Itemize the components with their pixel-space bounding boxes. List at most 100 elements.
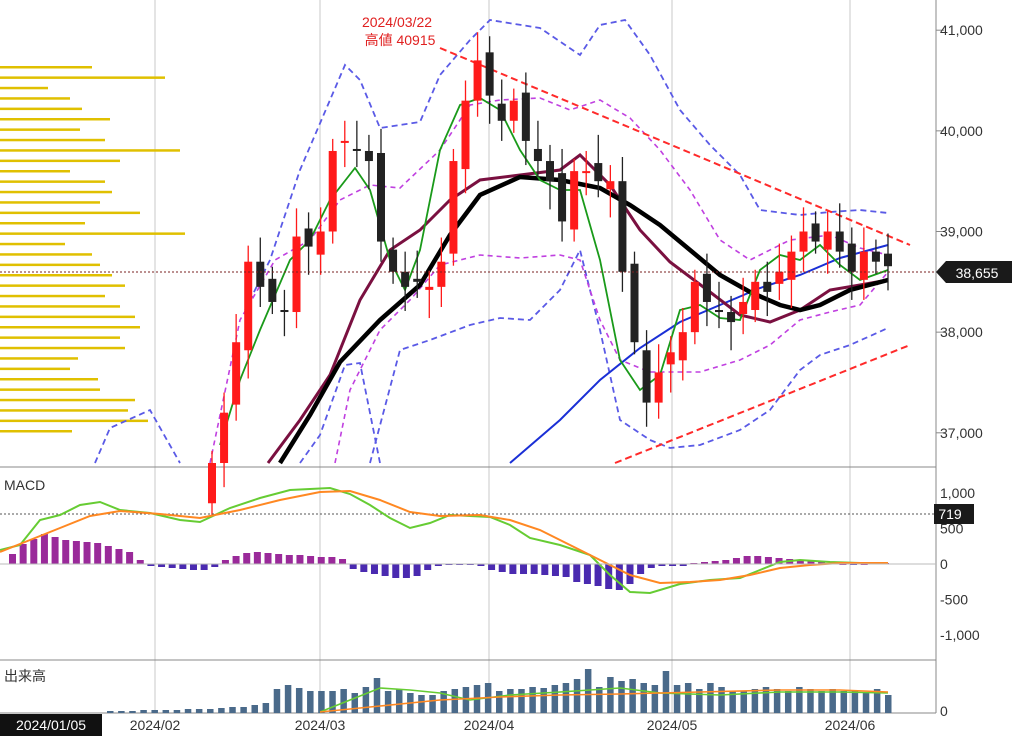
candle-body	[690, 281, 699, 333]
macd-histogram-bar	[583, 564, 591, 584]
macd-histogram-bar	[339, 559, 347, 564]
volume-bar	[129, 711, 136, 713]
volume-bar	[796, 687, 803, 713]
candle-body	[364, 150, 373, 162]
macd-histogram-bar	[796, 560, 804, 564]
candle-body	[449, 161, 458, 254]
candle-body	[727, 312, 736, 323]
volume-profile-bar	[0, 170, 70, 173]
macd-histogram-bar	[807, 561, 815, 564]
macd-histogram-bar	[296, 555, 304, 564]
macd-histogram-bar	[179, 564, 187, 569]
volume-profile-bar	[0, 263, 100, 267]
volume-bar	[651, 685, 659, 713]
macd-y-axis: 1,000 500 0 -500 -1,000	[0, 485, 980, 643]
macd-current-label: 719	[938, 506, 962, 522]
volume-profile-bar	[0, 232, 185, 235]
candle-body	[461, 100, 470, 170]
volume-bar	[718, 687, 725, 713]
volume-bar	[729, 691, 736, 713]
volume-profile-bar	[0, 107, 82, 111]
bollinger-outer	[94, 19, 889, 464]
volume-bar	[462, 687, 470, 713]
volume-bar	[207, 709, 214, 713]
volume-bar	[784, 691, 792, 713]
price-tick-label: 38,000	[940, 324, 983, 340]
macd-histogram-bar	[775, 558, 783, 564]
volume-bar	[262, 703, 270, 713]
macd-signal-line	[0, 489, 888, 585]
candle-body	[485, 52, 494, 96]
volume-ma-orange	[319, 689, 889, 713]
macd-histogram-bar	[764, 557, 772, 564]
volume-profile-bar	[0, 367, 70, 371]
volume-profile-bar	[0, 253, 92, 256]
volume-profile	[0, 66, 185, 433]
macd-histogram-bar	[253, 552, 261, 564]
volume-profile-bar	[0, 190, 112, 194]
macd-histogram-bar	[637, 564, 645, 574]
volume-bar	[607, 677, 614, 713]
volume-bar	[507, 689, 514, 713]
candle-body	[413, 278, 422, 282]
macd-histogram-bar	[605, 564, 613, 589]
volume-bar	[273, 689, 281, 713]
candle-body	[558, 173, 567, 222]
macd-histogram-bar	[402, 564, 410, 578]
volume-bar	[429, 695, 436, 713]
volume-bar	[162, 710, 170, 713]
volume-bar	[362, 687, 370, 713]
volume-profile-bar	[0, 346, 125, 350]
macd-histogram-bar	[51, 537, 59, 564]
volume-bar	[773, 689, 781, 713]
candle-body	[497, 103, 506, 121]
volume-profile-bar	[0, 222, 85, 225]
volume-bar	[740, 691, 748, 713]
x-axis: 2024/02 2024/03 2024/04 2024/05 2024/06	[130, 717, 876, 733]
high-annotation-text: 高値 40915	[365, 32, 436, 48]
volume-profile-bar	[0, 86, 48, 90]
candle-body	[678, 332, 687, 361]
candle-body	[546, 161, 554, 182]
macd-histogram-bar	[413, 564, 421, 576]
macd-histogram-bar	[647, 564, 655, 568]
candle-body	[292, 236, 301, 313]
macd-histogram-bar	[711, 561, 719, 564]
x-tick-label: 2024/05	[647, 717, 698, 733]
volume-profile-bar	[0, 274, 112, 277]
candle-body	[533, 148, 542, 162]
macd-histogram-bar	[530, 564, 538, 574]
ma-mid	[266, 153, 889, 464]
candle-body	[304, 228, 313, 247]
volume-profile-bar	[0, 357, 78, 360]
ma-200	[509, 244, 889, 464]
macd-value-tag: 719	[934, 504, 974, 524]
volume-profile-bar	[0, 294, 105, 298]
volume-bars	[107, 669, 892, 713]
trend-lines	[439, 47, 911, 464]
candle-body	[859, 251, 868, 280]
volume-bar	[351, 693, 359, 713]
volume-profile-bar	[0, 378, 98, 381]
price-tick-label: 40,000	[940, 123, 983, 139]
volume-bar	[395, 689, 403, 713]
volume-profile-bar	[0, 388, 100, 391]
volume-bar	[307, 691, 314, 713]
volume-bar	[418, 695, 425, 713]
macd-histogram-bar	[19, 544, 27, 564]
macd-histogram-bar	[40, 534, 48, 564]
candle-body	[847, 243, 856, 272]
volume-profile-bar	[0, 398, 135, 402]
macd-histogram-bar	[328, 557, 336, 564]
price-tick-label: 41,000	[940, 22, 983, 38]
volume-bar	[118, 711, 125, 713]
macd-histogram-bar	[104, 546, 112, 564]
volume-bar	[184, 709, 192, 713]
volume-profile-bar	[0, 66, 92, 69]
macd-histogram-bar	[679, 564, 687, 566]
macd-histogram-bar	[94, 543, 102, 564]
candle-body	[509, 100, 518, 121]
macd-histogram-bar	[115, 549, 123, 564]
volume-profile-bar	[0, 180, 105, 183]
